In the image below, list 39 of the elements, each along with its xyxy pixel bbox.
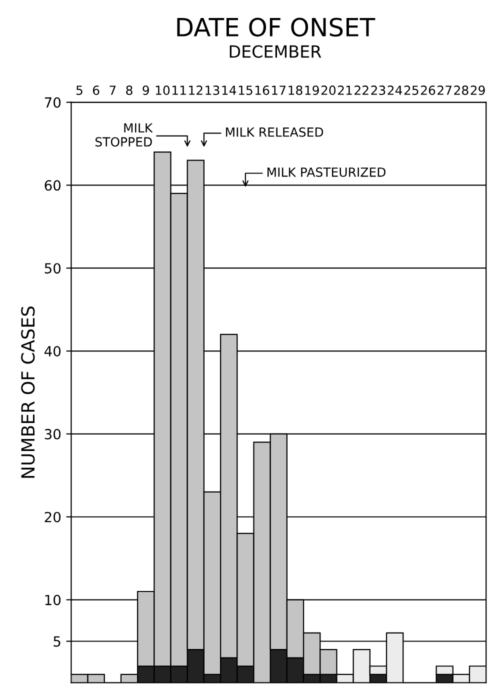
- x-tick-label: 10: [156, 86, 170, 95]
- x-tick-label: 5: [76, 86, 82, 95]
- x-tick-label: 17: [272, 86, 286, 95]
- x-tick-label: 20: [321, 86, 336, 95]
- x-tick-label: 7: [110, 86, 116, 95]
- chart-subtitle: DECEMBER: [230, 45, 322, 58]
- y-tick-label: 10: [45, 594, 61, 606]
- x-tick-label: 14: [222, 86, 236, 95]
- x-tick-label: 21: [338, 86, 352, 95]
- x-tick-label: 18: [288, 86, 302, 95]
- x-tick-label: 22: [354, 86, 368, 95]
- x-tick-label: 27: [438, 86, 452, 95]
- annotation: MILK PASTEURIZED: [268, 167, 386, 177]
- x-tick-label: 13: [206, 86, 220, 95]
- x-tick-label: 23: [371, 86, 386, 95]
- y-tick-label: 5: [54, 636, 60, 647]
- y-tick-label: 20: [44, 512, 61, 522]
- x-tick-label: 24: [388, 86, 402, 95]
- x-tick-label: 28: [454, 86, 468, 95]
- x-tick-label: 15: [238, 86, 252, 95]
- x-tick-label: 16: [255, 86, 270, 95]
- y-tick-label: 40: [44, 346, 61, 356]
- annotation: MILK STOPPED: [95, 123, 153, 147]
- x-tick-label: 6: [92, 86, 100, 95]
- y-tick-label: 30: [44, 428, 61, 440]
- y-tick-label: 50: [44, 263, 61, 274]
- x-tick-label: 12: [189, 86, 202, 95]
- y-tick-label: 60: [44, 180, 61, 191]
- x-tick-label: 26: [420, 86, 436, 95]
- x-tick-label: 19: [305, 86, 319, 95]
- x-tick-label: 25: [404, 86, 418, 95]
- x-tick-label: 8: [126, 86, 132, 95]
- x-tick-label: 29: [470, 86, 485, 95]
- y-tick-label: 70: [44, 97, 61, 108]
- x-tick-label: 9: [142, 86, 149, 95]
- x-tick-label: 11: [172, 86, 186, 95]
- annotation: MILK RELEASED: [226, 127, 324, 137]
- chart-title: DATE OF ONSET: [177, 18, 376, 37]
- y-axis-title: NUMBER OF CASES: [21, 306, 35, 478]
